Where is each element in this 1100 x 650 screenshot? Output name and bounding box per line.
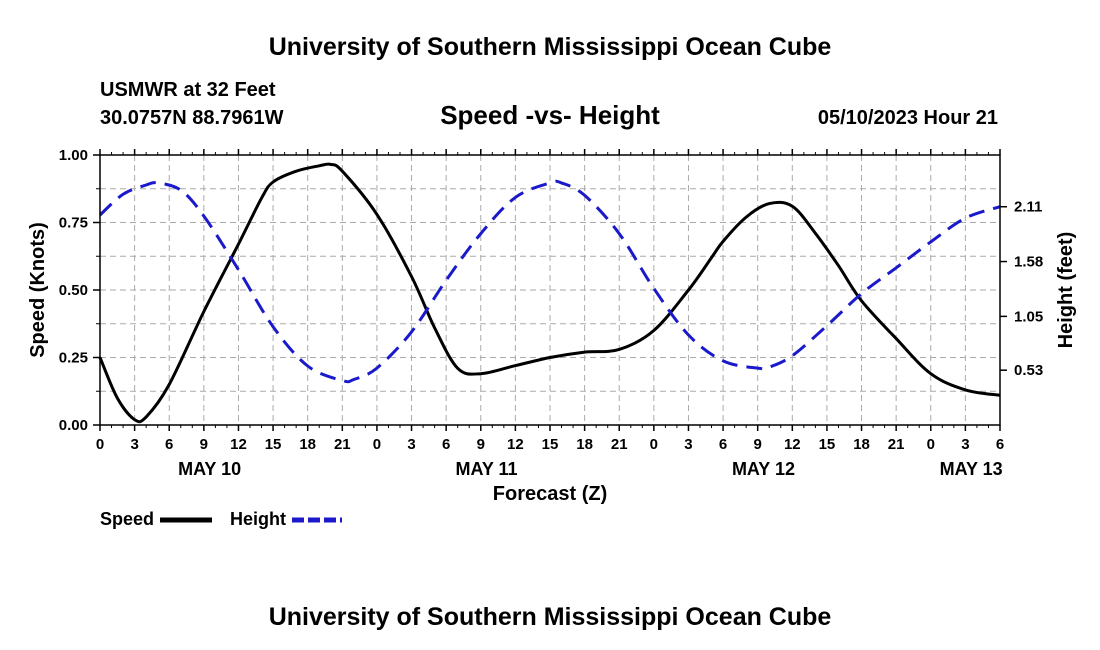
x-tick-label: 6: [719, 436, 727, 453]
day-label: MAY 10: [178, 459, 241, 479]
chart-title: Speed -vs- Height: [440, 100, 660, 130]
x-tick-label: 12: [784, 436, 801, 453]
y-tick-label: 0.25: [59, 350, 88, 367]
x-tick-label: 21: [888, 436, 905, 453]
x-tick-label: 15: [542, 436, 559, 453]
legend-speed-label: Speed: [100, 509, 154, 529]
y-tick-label: 0.00: [59, 417, 88, 434]
y2-axis-label: Height (feet): [1055, 232, 1077, 349]
x-tick-label: 15: [265, 436, 282, 453]
legend: Speed Height: [100, 509, 342, 529]
x-tick-label: 0: [96, 436, 104, 453]
day-label: MAY 13: [940, 459, 1003, 479]
x-tick-label: 3: [684, 436, 692, 453]
x-tick-label: 3: [130, 436, 138, 453]
x-tick-label: 0: [650, 436, 658, 453]
speed-series-line: [98, 162, 1001, 424]
x-tick-label: 3: [407, 436, 415, 453]
data-series: [98, 162, 1001, 424]
y2-tick-label: 1.58: [1014, 254, 1043, 271]
y-tick-label: 0.75: [59, 215, 88, 232]
page-title: University of Southern Mississippi Ocean…: [269, 33, 832, 61]
x-tick-label: 3: [961, 436, 969, 453]
x-axis-label: Forecast (Z): [493, 483, 607, 505]
x-tick-label: 0: [927, 436, 935, 453]
x-tick-label: 6: [442, 436, 450, 453]
x-tick-label: 9: [754, 436, 762, 453]
height-series-line: [98, 179, 1001, 384]
legend-height-label: Height: [230, 509, 286, 529]
x-tick-label: 12: [507, 436, 524, 453]
x-tick-label: 6: [165, 436, 173, 453]
x-tick-label: 15: [819, 436, 836, 453]
x-tick-label: 21: [611, 436, 628, 453]
y-axis-label: Speed (Knots): [27, 222, 49, 358]
y-tick-label: 0.50: [59, 282, 88, 299]
y2-tick-label: 0.53: [1014, 362, 1043, 379]
footer-title: University of Southern Mississippi Ocean…: [269, 603, 832, 631]
y2-tick-label: 2.11: [1014, 199, 1042, 216]
x-tick-label: 21: [334, 436, 351, 453]
station-label: USMWR at 32 Feet: [100, 79, 276, 101]
axes: 0 3 6 9 12 15 18 21 0 3 6 9 12 15 18 21 0 3 6 9 12 15 18 21 0 3 6M…: [59, 147, 1043, 479]
x-tick-label: 18: [299, 436, 316, 453]
grid-lines: [100, 155, 1000, 425]
day-label: MAY 12: [732, 459, 795, 479]
x-tick-label: 9: [200, 436, 208, 453]
x-tick-label: 9: [477, 436, 485, 453]
forecast-timestamp: 05/10/2023 Hour 21: [818, 107, 998, 129]
y-tick-label: 1.00: [59, 147, 88, 164]
day-label: MAY 11: [456, 459, 518, 479]
x-tick-label: 18: [576, 436, 593, 453]
y2-tick-label: 1.05: [1014, 308, 1043, 325]
x-tick-label: 18: [853, 436, 870, 453]
station-coordinates: 30.0757N 88.7961W: [100, 107, 284, 129]
x-tick-label: 0: [373, 436, 381, 453]
x-tick-label: 6: [996, 436, 1004, 453]
x-tick-label: 12: [230, 436, 247, 453]
